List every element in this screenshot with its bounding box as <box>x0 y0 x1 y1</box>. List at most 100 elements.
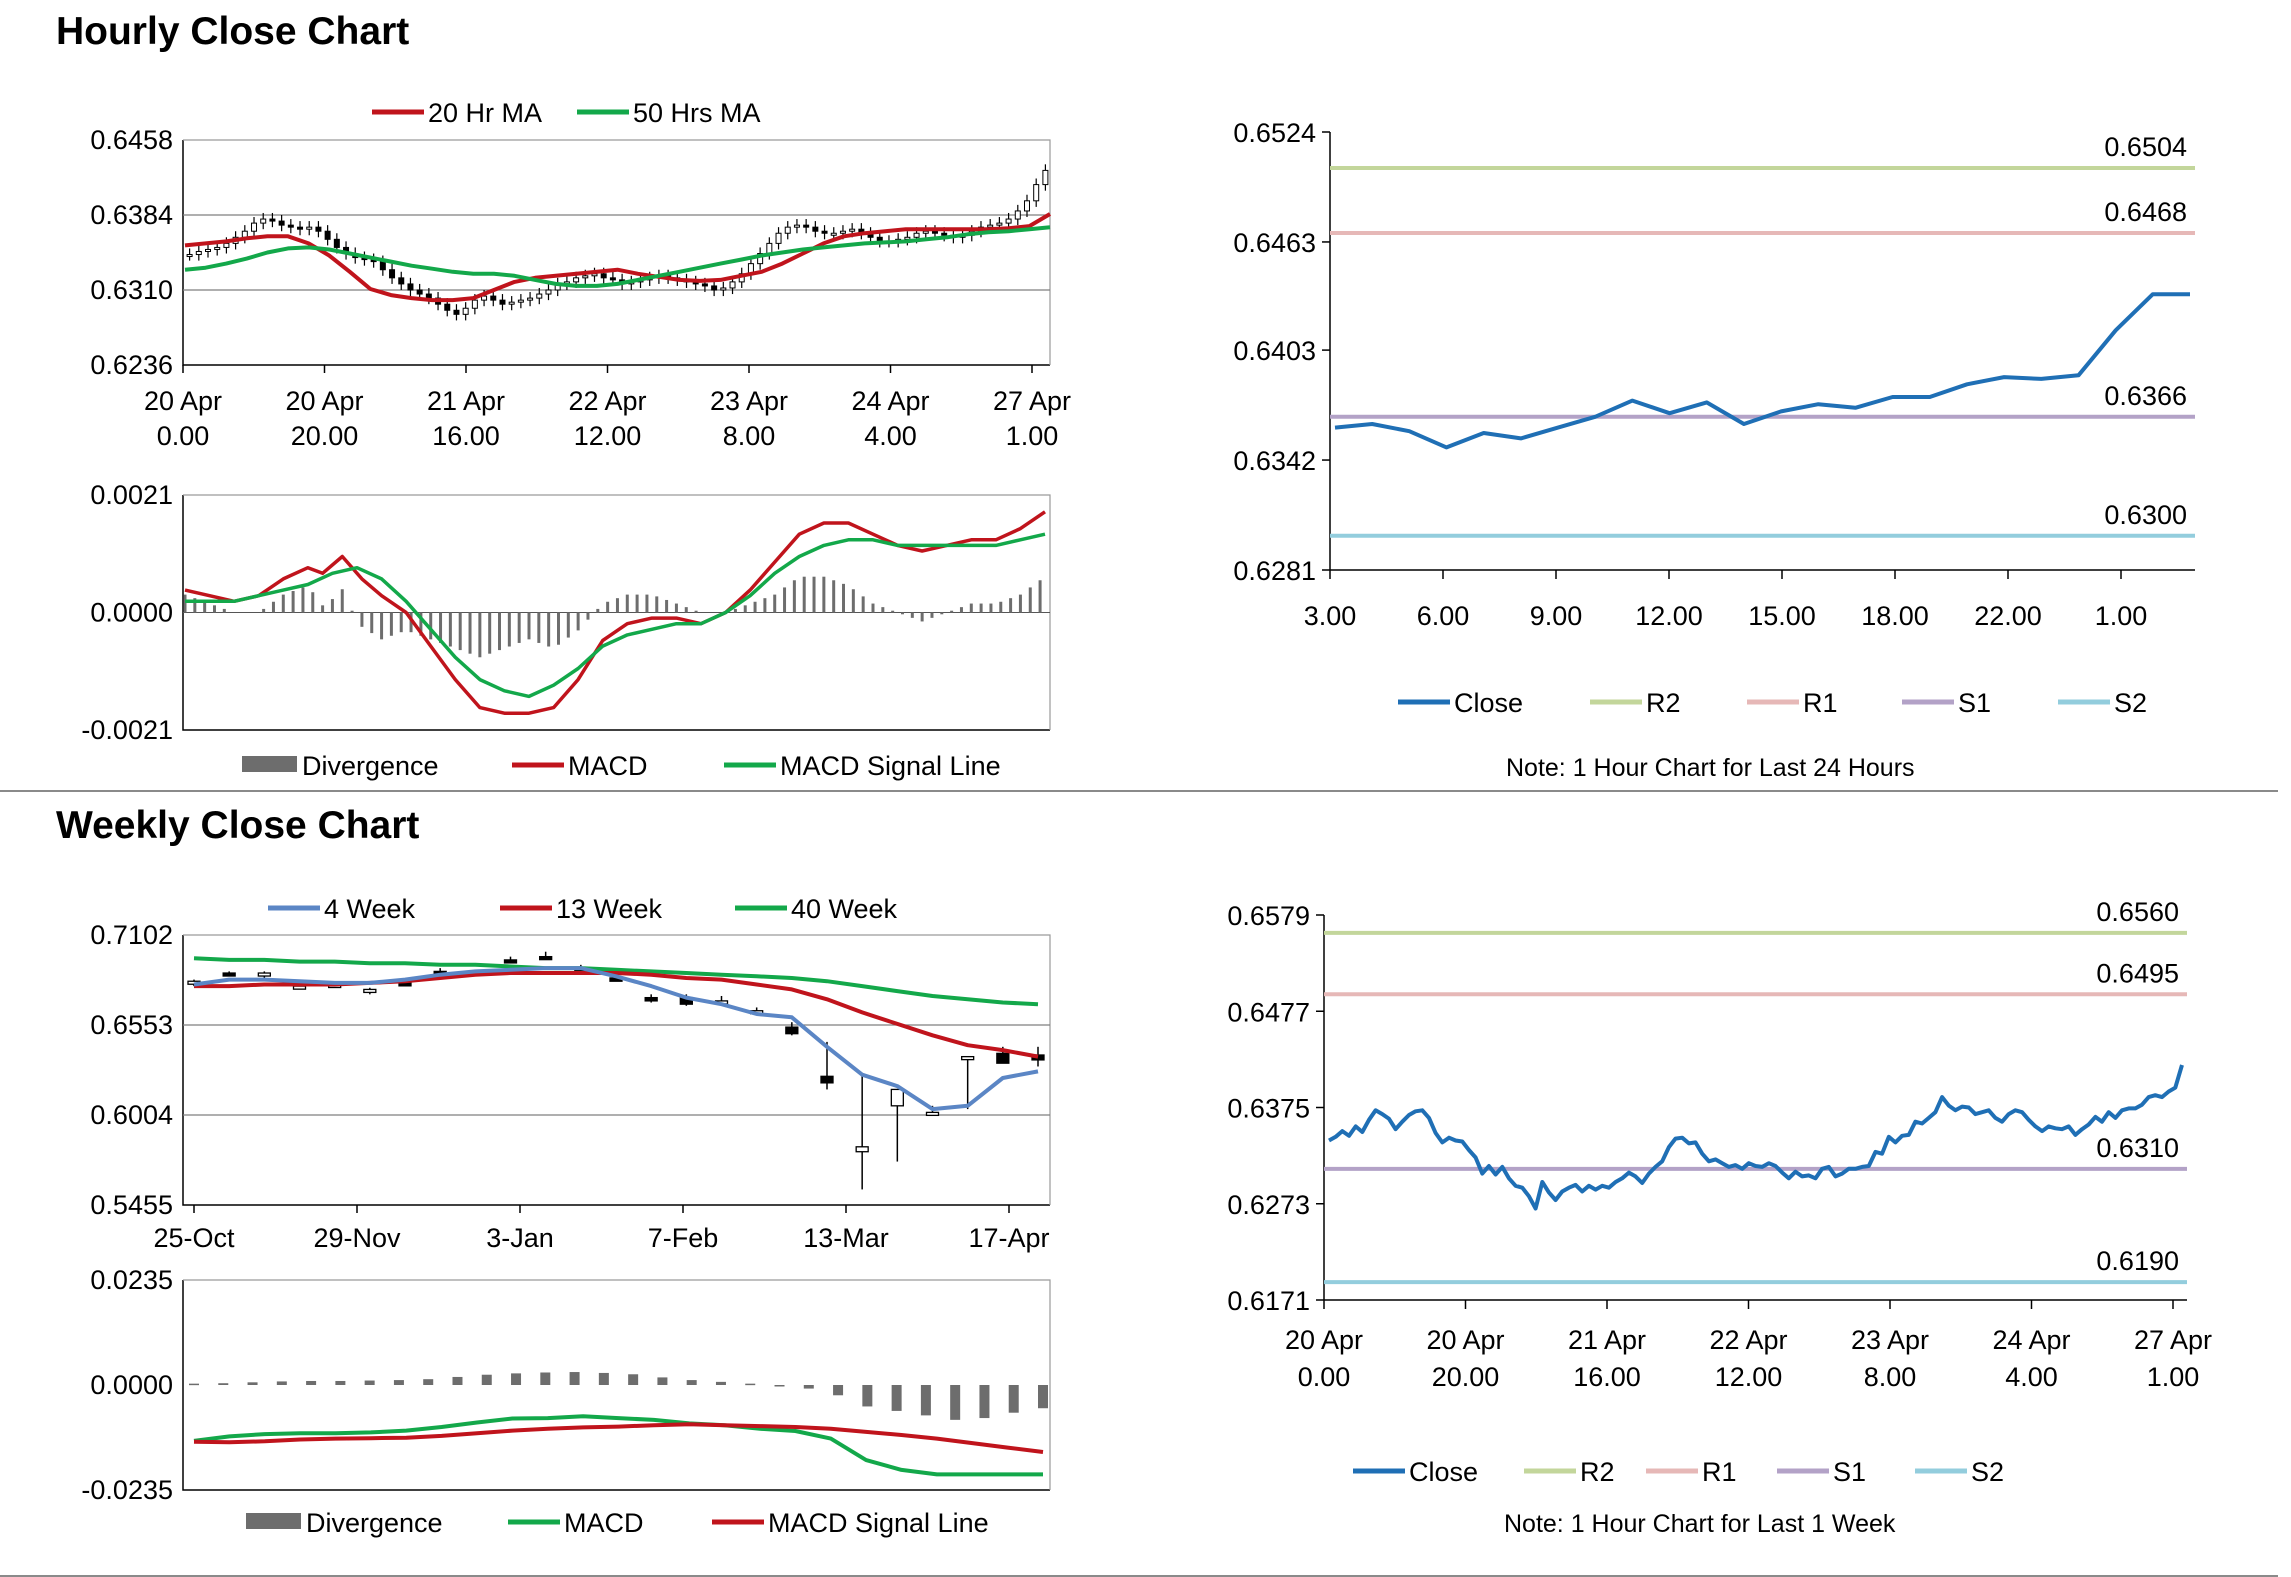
hourly-close-legend-r1-label: R1 <box>1803 688 1838 718</box>
weekly-divergence-bar <box>920 1385 931 1416</box>
weekly-divergence-bar <box>511 1373 522 1385</box>
hourly-candle-body <box>223 242 230 248</box>
weekly-candle-body <box>257 972 271 977</box>
hourly-macd-axis <box>182 495 1050 731</box>
weekly-divergence-bar <box>774 1385 785 1387</box>
hourly-close-ytick: 0.6463 <box>1233 228 1316 258</box>
hourly-candle-body <box>398 277 405 285</box>
weekly-macd-ytick: 0.0235 <box>90 1265 173 1295</box>
hourly-candle-body <box>701 283 708 287</box>
weekly-close-xtick: 12.00 <box>1715 1362 1783 1392</box>
hourly-candle-body <box>490 295 497 301</box>
weekly-legend-signal-label: MACD Signal Line <box>768 1508 989 1538</box>
hourly-candle-body <box>499 299 506 305</box>
weekly-divergence-bar <box>452 1376 463 1385</box>
section-divider <box>0 790 2278 792</box>
hourly-price-ytick: 0.6458 <box>90 125 173 155</box>
weekly-close-xtick: 0.00 <box>1298 1362 1351 1392</box>
hourly-candle-body <box>987 224 994 228</box>
hourly-candle-body <box>922 230 929 234</box>
weekly-divergence-bar <box>218 1383 229 1385</box>
weekly-40week-line <box>193 956 1039 1007</box>
weekly-candle-body <box>820 1075 834 1084</box>
weekly-divergence-bar <box>833 1385 844 1396</box>
weekly-candle-body <box>855 1146 869 1153</box>
hourly-price-xtick: 16.00 <box>432 421 500 451</box>
hourly-candle-body <box>297 226 304 230</box>
hourly-candle-body <box>904 236 911 240</box>
hourly-candle-body <box>830 232 837 236</box>
hourly-candle-body <box>941 232 948 236</box>
hourly-candle-body <box>471 299 478 309</box>
weekly-close-ytick: 0.6171 <box>1227 1286 1310 1316</box>
hourly-candle-body <box>1014 210 1021 220</box>
hourly-price-xtick: 23 Apr <box>710 386 788 416</box>
weekly-close-legend-s1-label: S1 <box>1833 1457 1866 1487</box>
hourly-candle-body <box>453 309 460 315</box>
weekly-close-xtick: 21 Apr <box>1568 1325 1646 1355</box>
weekly-price-xtick: 3-Jan <box>486 1223 554 1253</box>
hourly-close-xtick: 1.00 <box>2095 601 2148 631</box>
weekly-divergence-bar <box>862 1385 873 1407</box>
weekly-divergence-bar <box>540 1372 551 1385</box>
weekly-price-ytick: 0.6553 <box>90 1010 173 1040</box>
weekly-close-xtick: 20 Apr <box>1285 1325 1363 1355</box>
hourly-candle-body <box>508 301 515 305</box>
weekly-close-xtick: 22 Apr <box>1709 1325 1787 1355</box>
hourly-price-xtick: 24 Apr <box>851 386 929 416</box>
hourly-candle-body <box>600 273 607 279</box>
hourly-macd-ytick: -0.0021 <box>81 715 173 745</box>
weekly-divergence-bar <box>569 1372 580 1385</box>
hourly-candle-body <box>1005 218 1012 224</box>
weekly-divergence-bar <box>686 1380 697 1385</box>
weekly-candle-body <box>292 985 307 990</box>
hourly-close-xtick: 18.00 <box>1861 601 1929 631</box>
weekly-divergence-bar <box>247 1382 258 1385</box>
hourly-candle-body <box>444 303 451 311</box>
hourly-close-legend-s1-label: S1 <box>1958 688 1991 718</box>
hourly-price-xtick: 12.00 <box>574 421 642 451</box>
weekly-close-ytick: 0.6579 <box>1227 901 1310 931</box>
hourly-price-xtick: 21 Apr <box>427 386 505 416</box>
hourly-candle-body <box>536 293 543 299</box>
weekly-section-title: Weekly Close Chart <box>56 804 420 847</box>
weekly-divergence-bar <box>335 1380 346 1385</box>
hourly-legend-signal-label: MACD Signal Line <box>780 751 1001 781</box>
hourly-candle-body <box>389 269 396 279</box>
hourly-price-xtick: 1.00 <box>1006 421 1059 451</box>
weekly-divergence-bar <box>803 1385 814 1389</box>
hourly-close-xtick: 9.00 <box>1530 601 1583 631</box>
hourly-candle-body <box>812 226 819 232</box>
hourly-candle-body <box>481 295 488 301</box>
weekly-divergence-bar <box>628 1374 639 1385</box>
hourly-legend-ma20-label: 20 Hr MA <box>428 98 542 128</box>
weekly-candle-body <box>890 1088 904 1107</box>
weekly-divergence-bar <box>715 1381 726 1385</box>
weekly-close-level-label-R2: 0.6560 <box>2096 897 2179 927</box>
hourly-close-level-label-R1: 0.6468 <box>2104 197 2187 227</box>
hourly-legend-ma50-label: 50 Hrs MA <box>633 98 761 128</box>
hourly-candle-body <box>269 218 276 222</box>
weekly-legend-divergence-label: Divergence <box>306 1508 443 1538</box>
hourly-close-level-label-S2: 0.6300 <box>2104 500 2187 530</box>
hourly-macd-ytick: 0.0021 <box>90 480 173 510</box>
weekly-close-close-line <box>1328 1064 2184 1211</box>
weekly-legend-13week-label: 13 Week <box>556 894 663 924</box>
hourly-candle-body <box>517 299 524 303</box>
weekly-legend-40week-label: 40 Week <box>791 894 898 924</box>
hourly-close-xtick: 22.00 <box>1974 601 2042 631</box>
weekly-macd-axis <box>182 1280 1050 1491</box>
weekly-close-legend-r2-label: R2 <box>1580 1457 1615 1487</box>
weekly-divergence-bar <box>598 1372 609 1385</box>
hourly-candle-body <box>609 277 616 281</box>
weekly-price-ytick: 0.7102 <box>90 920 173 950</box>
hourly-price-xtick: 20 Apr <box>144 386 222 416</box>
weekly-price-xtick: 29-Nov <box>313 1223 401 1253</box>
hourly-close-ytick: 0.6342 <box>1233 446 1316 476</box>
weekly-divergence-bar <box>745 1383 756 1386</box>
weekly-4week-line <box>193 966 1039 1112</box>
hourly-candle-body <box>195 250 202 256</box>
hourly-candle-body <box>821 230 828 234</box>
hourly-signal-line <box>185 532 1046 699</box>
